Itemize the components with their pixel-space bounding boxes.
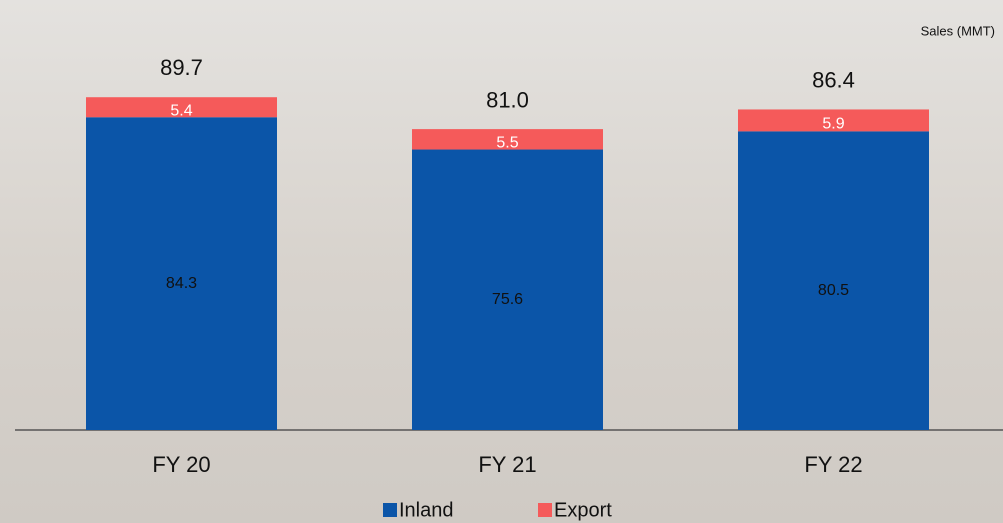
bar-segment [738, 109, 929, 132]
total-label: 81.0 [486, 87, 529, 112]
legend-swatch [383, 503, 397, 517]
bar-segment [412, 129, 603, 150]
bar-segment [738, 131, 929, 430]
data-label: 84.3 [166, 275, 197, 292]
data-label: 80.5 [818, 282, 849, 299]
bar-segment [86, 97, 277, 118]
data-label: 5.9 [822, 116, 844, 133]
total-label: 89.7 [160, 55, 203, 80]
data-label: 75.6 [492, 291, 523, 308]
unit-label: Sales (MMT) [921, 23, 995, 38]
legend-swatch [538, 503, 552, 517]
x-tick-label: FY 20 [152, 452, 210, 477]
data-label: 5.4 [170, 102, 192, 119]
bar-segment [86, 117, 277, 430]
data-label: 5.5 [496, 135, 518, 152]
x-tick-label: FY 21 [478, 452, 536, 477]
legend-label: Export [554, 499, 612, 521]
total-label: 86.4 [812, 67, 855, 92]
bar-segment [412, 149, 603, 431]
x-tick-label: FY 22 [804, 452, 862, 477]
legend-label: Inland [399, 499, 454, 521]
